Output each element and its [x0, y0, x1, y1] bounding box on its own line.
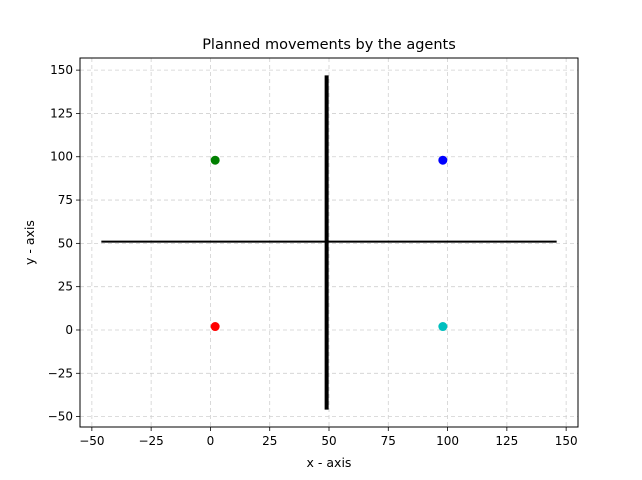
agent-point — [210, 155, 220, 165]
y-tick-label: 0 — [65, 323, 73, 337]
x-tick-label: 100 — [436, 434, 459, 448]
x-tick-label: 150 — [555, 434, 578, 448]
y-tick-label: 100 — [50, 150, 73, 164]
y-tick-label: 50 — [58, 236, 73, 250]
y-tick-label: 125 — [50, 106, 73, 120]
x-tick-label: 125 — [495, 434, 518, 448]
y-tick-label: 75 — [58, 193, 73, 207]
axis-ticks: −50 −25 0 25 50 75 100 125 150 −50 −25 0 25 50 75 100 12… — [48, 63, 578, 448]
agent-point — [210, 322, 220, 332]
x-tick-label: −25 — [138, 434, 163, 448]
y-tick-label: −25 — [48, 366, 73, 380]
y-tick-label: −50 — [48, 410, 73, 424]
movement-lines — [101, 75, 557, 410]
x-tick-label: 25 — [262, 434, 277, 448]
y-tick-label: 25 — [58, 280, 73, 294]
x-tick-label: 0 — [207, 434, 215, 448]
chart-title: Planned movements by the agents — [202, 37, 456, 53]
agent-point — [438, 155, 448, 165]
agent-point — [438, 322, 448, 332]
y-axis-label: y - axis — [22, 220, 37, 265]
agent-points — [210, 155, 448, 332]
y-tick-label: 150 — [50, 63, 73, 77]
x-tick-label: 75 — [381, 434, 396, 448]
x-axis-label: x - axis — [307, 455, 352, 470]
x-tick-label: −50 — [79, 434, 104, 448]
x-tick-label: 50 — [321, 434, 336, 448]
